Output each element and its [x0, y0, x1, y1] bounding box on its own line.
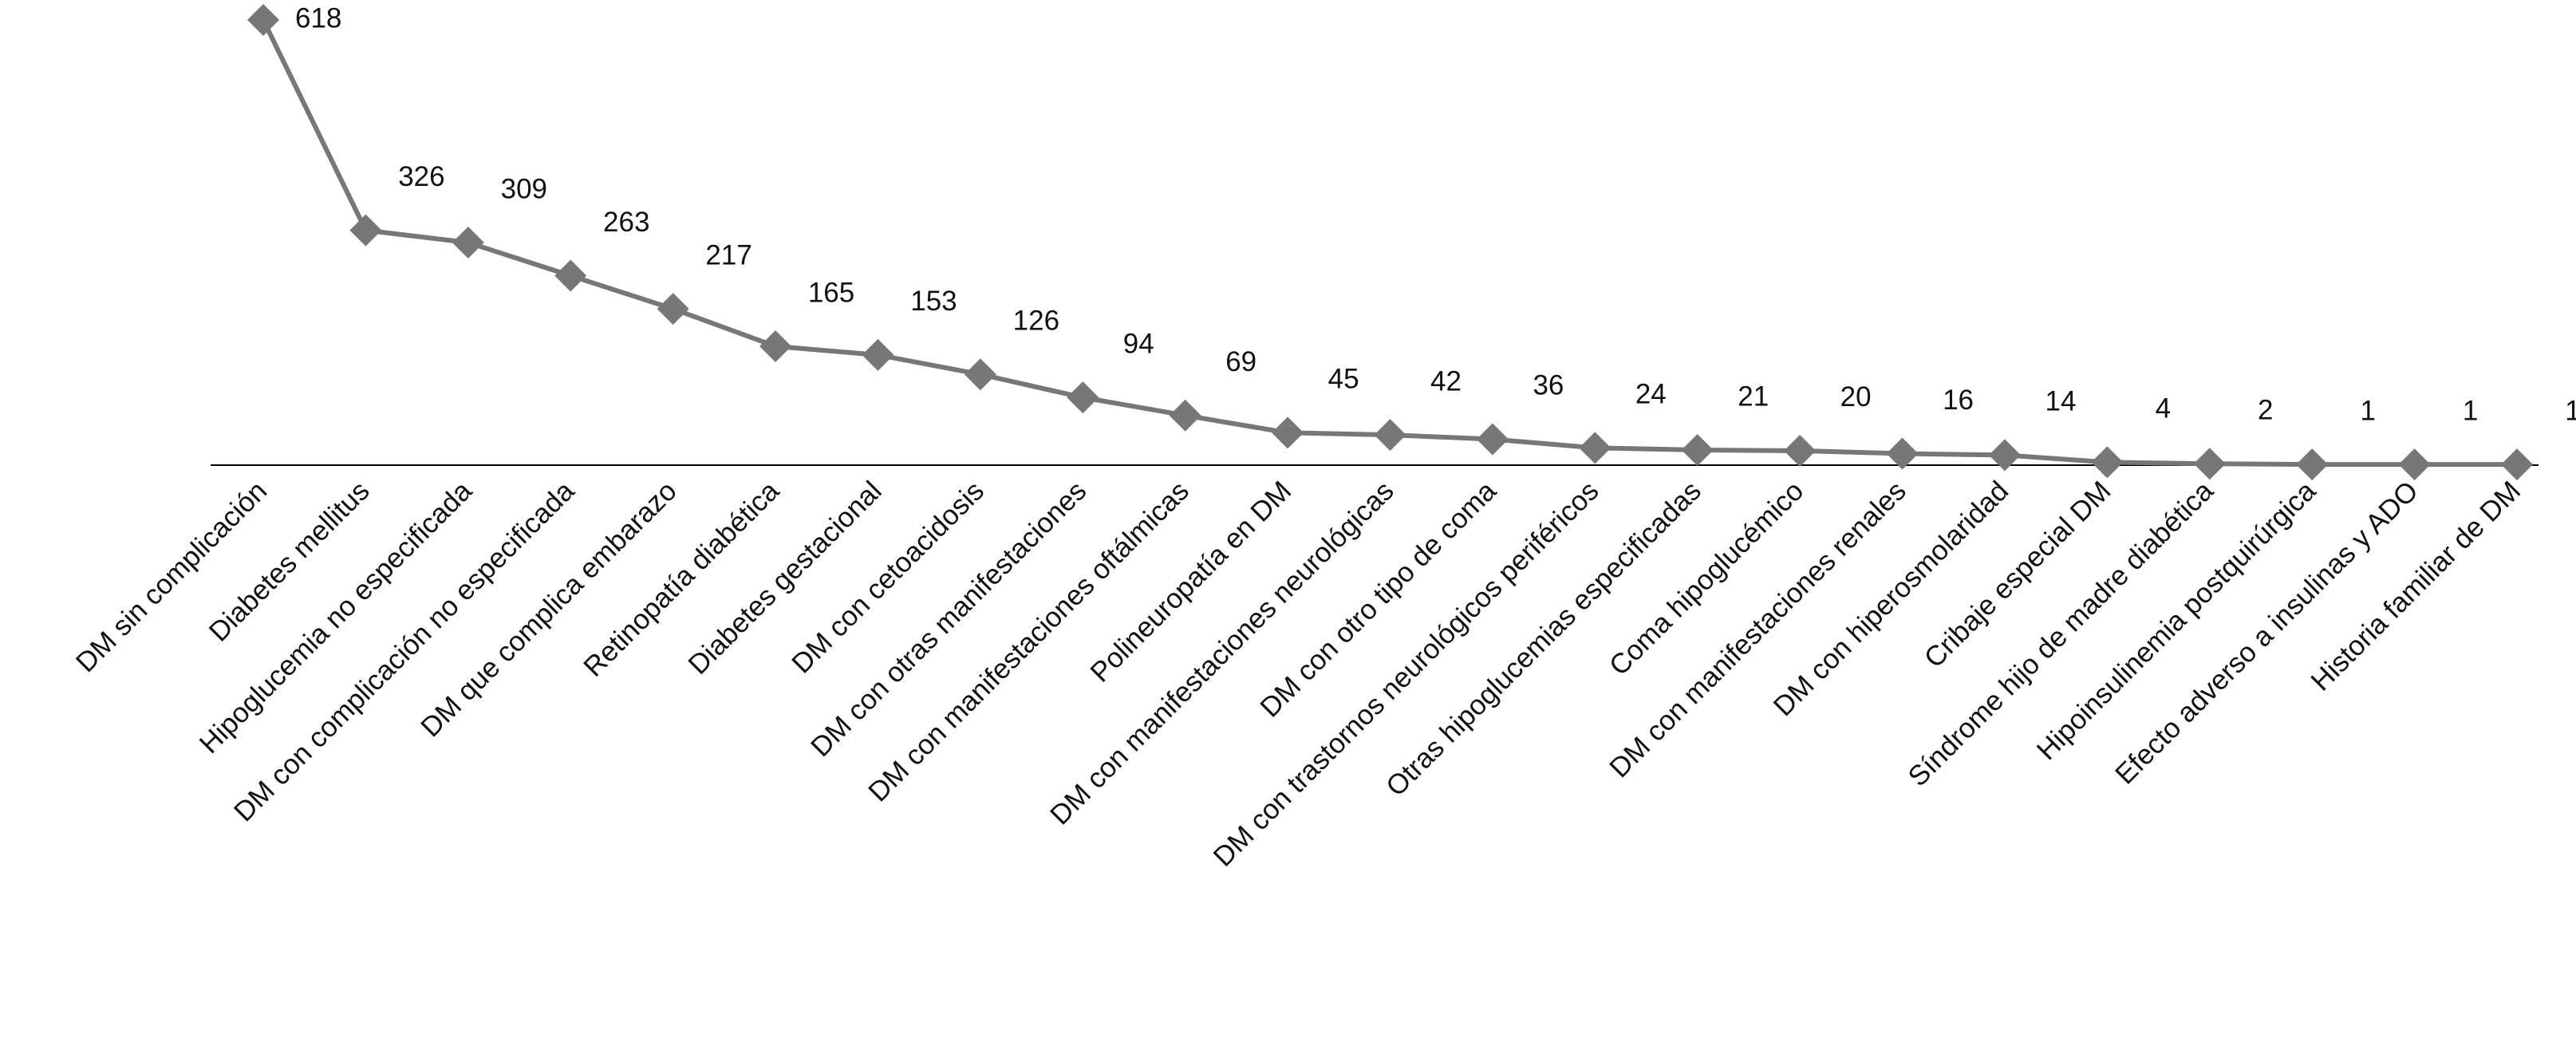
data-label: 618 [295, 2, 341, 34]
point-marker [554, 259, 587, 292]
data-label: 36 [1533, 370, 1564, 401]
data-label: 20 [1840, 381, 1872, 412]
x-tick-label: DM con trastornos neurológicos periféric… [1208, 476, 1605, 873]
point-marker [2501, 448, 2533, 481]
point-marker [2091, 446, 2124, 479]
data-label: 69 [1225, 346, 1256, 377]
data-label: 1 [2360, 395, 2375, 426]
x-tick-label: DM sin complicación [70, 476, 274, 679]
x-tick-label: Coma hipoglucémico [1604, 476, 1810, 682]
data-label: 2 [2258, 394, 2273, 425]
x-tick-label: Retinopatía diabética [578, 475, 785, 682]
point-marker [964, 358, 996, 391]
data-label: 1 [2463, 395, 2478, 426]
point-marker [1272, 416, 1304, 449]
point-marker [2398, 448, 2431, 481]
x-tick-label: Historia familiar de DM [2305, 476, 2527, 697]
data-label: 21 [1738, 381, 1769, 412]
data-label: 263 [603, 207, 649, 238]
point-marker [1169, 399, 1201, 432]
point-marker [1067, 381, 1099, 414]
x-tick-label: DM con cetoacidosis [786, 476, 990, 680]
data-label: 326 [398, 161, 444, 192]
point-marker [2193, 448, 2226, 480]
x-tick-label: Polineuropatía en DM [1084, 476, 1297, 689]
point-marker [349, 214, 382, 247]
point-marker [1476, 423, 1509, 456]
point-marker [1681, 434, 1714, 467]
data-label: 14 [2045, 386, 2076, 417]
series-line [261, 18, 2517, 468]
point-marker [247, 4, 279, 36]
point-marker [1374, 419, 1406, 452]
point-marker [759, 330, 792, 363]
data-label: 1 [2565, 395, 2576, 426]
x-tick-label: Diabetes gestacional [682, 476, 887, 681]
point-marker [1579, 432, 1611, 464]
point-marker [452, 227, 484, 259]
data-label: 24 [1635, 379, 1667, 410]
data-label: 16 [1943, 385, 1974, 416]
data-label: 153 [910, 286, 957, 317]
point-marker [657, 293, 689, 326]
data-label: 94 [1123, 328, 1154, 359]
point-marker [1988, 439, 2021, 472]
data-label: 4 [2156, 393, 2171, 424]
point-marker [1886, 437, 1919, 470]
point-marker [2296, 448, 2329, 481]
data-label: 42 [1430, 365, 1462, 397]
point-marker [862, 338, 894, 371]
data-label: 217 [705, 239, 751, 270]
point-marker [1784, 434, 1817, 467]
data-label: 45 [1328, 364, 1359, 395]
data-label: 126 [1013, 305, 1059, 336]
data-label: 165 [808, 277, 854, 308]
data-label: 309 [501, 173, 547, 204]
x-tick-label: Cribaje especial DM [1919, 476, 2117, 674]
